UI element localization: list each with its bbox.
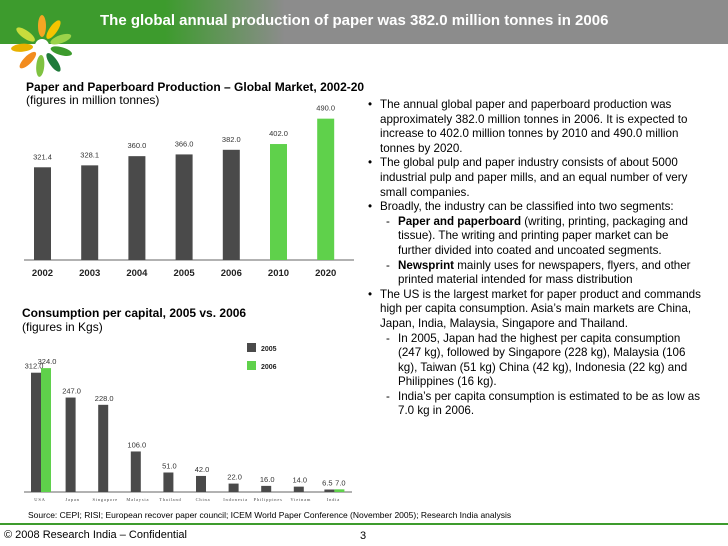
title-bar-gradient [165,0,285,44]
production-category-label-2020: 2020 [315,268,336,279]
production-chart-subtitle: (figures in million tonnes) [26,93,160,107]
consumption-category-label-China: China [196,497,211,502]
consumption-category-label-Philippines: Philippines [254,497,283,502]
bullet-text: The global pulp and paper industry consi… [380,156,688,199]
bullet-bold-text: Newsprint [398,258,455,272]
title-bar: The global annual production of paper wa… [0,0,728,44]
production-value-label-2010: 402.0 [269,129,288,138]
consumption-category-label-Japan: Japan [65,497,79,502]
production-bar-2020 [317,118,335,261]
consumption-category-label-India: India [327,497,340,502]
production-category-label-2002: 2002 [32,268,53,279]
consumption-category-label-Singapore: Singapore [92,497,117,502]
consumption-bar-2006-Thailand [163,472,174,492]
bullet-item: Newsprint mainly uses for newspapers, fl… [366,259,702,288]
production-bar-2006 [222,149,240,260]
consumption-category-label-Malaysia: Malaysia [126,497,149,502]
footer-divider [0,523,728,525]
bullet-item: The US is the largest market for paper p… [366,288,702,332]
production-chart-title: Paper and Paperboard Production – Global… [26,80,365,94]
consumption-value-2006-USA: 324.0 [38,357,57,366]
production-value-label-2006: 382.0 [222,135,241,144]
bullet-text: The US is the largest market for paper p… [380,287,701,330]
consumption-value-2006-Japan: 247.0 [62,387,81,396]
production-value-label-2020: 490.0 [316,104,335,113]
bullet-list: The annual global paper and paperboard p… [366,98,702,419]
production-bar-2004 [128,156,146,260]
production-value-label-2004: 360.0 [128,141,147,150]
production-bar-2002 [34,167,51,260]
consumption-category-label-Indonesia: Indonesia [223,497,248,502]
legend-label-2005: 2005 [261,346,277,353]
consumption-value-2005-USA: 312.0 [25,362,44,371]
bullet-text: The annual global paper and paperboard p… [380,98,688,155]
consumption-bar-2005-USA [31,372,41,492]
production-category-label-2010: 2010 [268,268,289,279]
bullet-text: India’s per capita consumption is estima… [398,389,701,418]
page-title: The global annual production of paper wa… [100,12,609,29]
bullet-text: In 2005, Japan had the highest per capit… [398,331,688,389]
bullet-item: The annual global paper and paperboard p… [366,98,702,156]
consumption-bar-2006-Vietnam [293,486,304,492]
consumption-value-2006-China: 42.0 [195,465,210,474]
production-bar-2003 [81,165,99,260]
production-value-label-2005: 366.0 [175,139,194,148]
page-number: 3 [360,530,367,542]
consumption-chart-subtitle: (figures in Kgs) [22,320,103,334]
production-category-label-2003: 2003 [79,268,100,279]
consumption-value-2005-India: 6.5 [322,479,332,488]
production-bar-2010 [270,144,287,260]
production-category-label-2006: 2006 [221,268,242,279]
production-value-label-2003: 328.1 [80,150,99,159]
consumption-bar-2006-Japan [65,397,76,492]
consumption-bar-2006-China [196,475,206,492]
legend-swatch-2005 [247,343,256,352]
consumption-value-2006-Indonesia: 22.0 [227,473,242,482]
consumption-category-label-Vietnam: Vietnam [290,497,311,502]
consumption-value-2006-India: 7.0 [335,478,345,487]
bullet-text: Broadly, the industry can be classified … [380,200,674,214]
legend-swatch-2006 [247,361,256,370]
consumption-bar-2006-Malaysia [130,451,141,492]
production-bar-2005 [175,154,193,260]
bullet-text: mainly uses for newspapers, flyers, and … [398,258,691,287]
consumption-value-2006-Vietnam: 14.0 [292,476,307,485]
legend-label-2006: 2006 [261,364,277,371]
consumption-bar-2006-Indonesia [228,483,239,492]
consumption-value-2006-Philippines: 16.0 [260,475,275,484]
consumption-bar-2006-India [334,489,345,492]
source-note: Source: CEPI; RISI; European recover pap… [28,510,512,520]
consumption-category-label-Thailand: Thailand [159,497,181,502]
consumption-value-2006-Malaysia: 106.0 [127,440,146,449]
consumption-value-2006-Singapore: 228.0 [95,394,114,403]
production-category-label-2004: 2004 [126,268,148,279]
consumption-category-label-USA: USA [34,497,45,502]
bullet-item: India’s per capita consumption is estima… [366,390,702,419]
consumption-bar-2006-Philippines [261,485,272,492]
production-value-label-2002: 321.4 [33,152,52,161]
bullet-item: The global pulp and paper industry consi… [366,156,702,200]
sunburst-logo-icon [11,15,72,77]
production-category-label-2005: 2005 [174,268,196,279]
footer-copyright: © 2008 Research India – Confidential [4,529,187,541]
bullet-item: Paper and paperboard (writing, printing,… [366,215,702,259]
consumption-value-2006-Thailand: 51.0 [162,462,177,471]
consumption-bar-2005-India [324,489,335,492]
bullet-text: (writing, printing, packaging and tissue… [398,214,688,257]
consumption-bar-2006-USA [41,368,51,492]
consumption-bar-2006-Singapore [98,404,109,492]
bullet-bold-text: Paper and paperboard [398,214,522,228]
consumption-chart-title: Consumption per capital, 2005 vs. 2006 [22,306,247,320]
bullet-item: Broadly, the industry can be classified … [366,200,702,215]
bullet-item: In 2005, Japan had the highest per capit… [366,332,702,390]
